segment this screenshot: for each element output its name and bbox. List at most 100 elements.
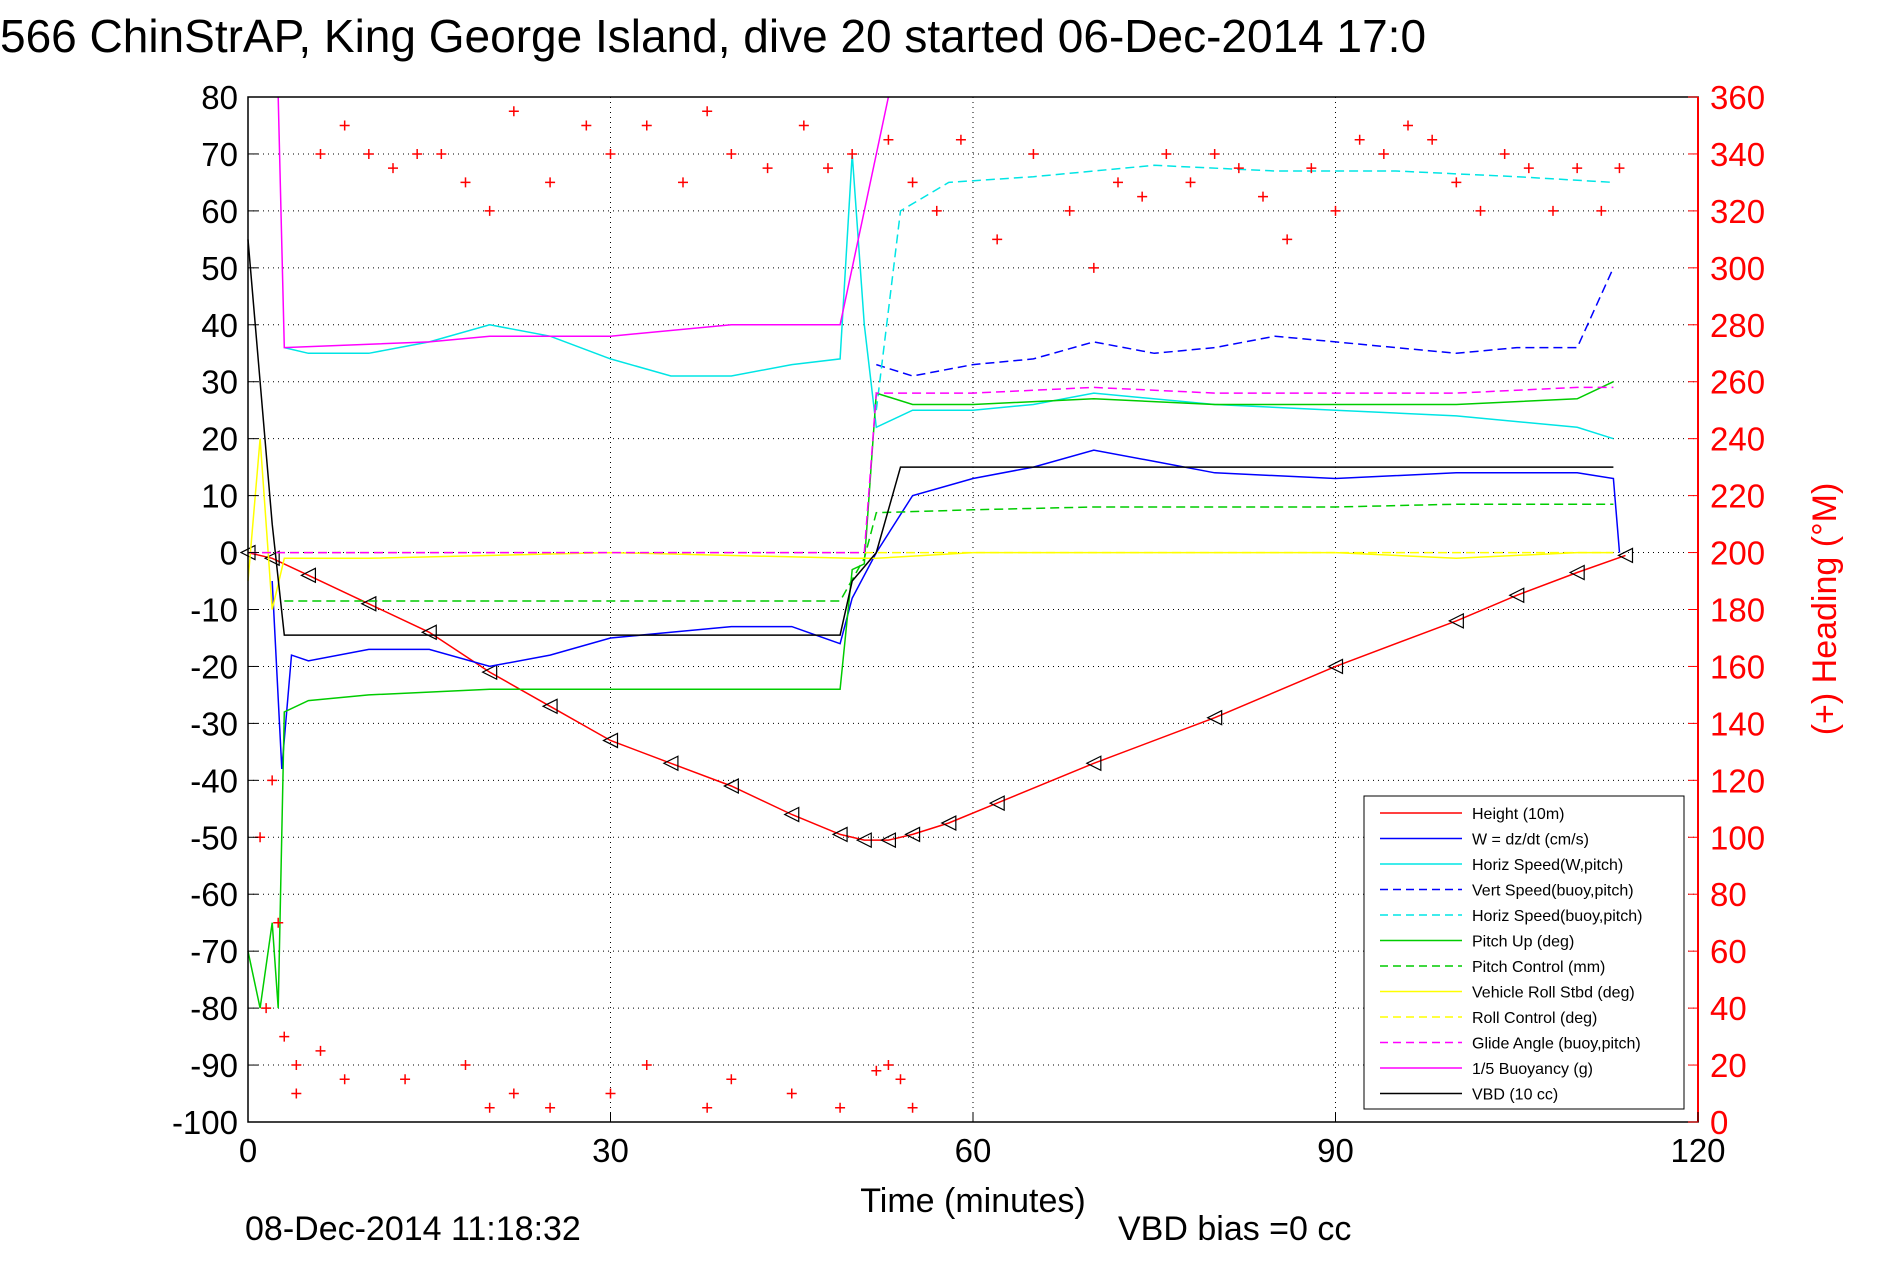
height-triangle-marker (541, 698, 558, 715)
y-tick-label: -40 (190, 762, 238, 799)
series-line-5 (247, 381, 1614, 1009)
y-axis-ticks: 80 70 60 50 40 30 20 10 0 -10 -20 -30 -40 -50 -60 -70 -8… (172, 79, 258, 1141)
heading-plus-marker (363, 148, 374, 159)
y-tick-label: -90 (190, 1047, 238, 1084)
legend-label: Vert Speed(buoy,pitch) (1472, 883, 1634, 900)
heading-plus-marker (388, 163, 398, 174)
y-tick-label: -20 (190, 648, 238, 685)
legend-label: Pitch Up (deg) (1472, 934, 1574, 951)
heading-plus-marker (581, 120, 592, 131)
series-line-11 (247, 239, 1614, 636)
heading-plus-marker (291, 1088, 302, 1099)
heading-plus-marker (1028, 148, 1039, 159)
heading-plus-marker (508, 1088, 519, 1099)
heading-plus-marker (823, 163, 833, 174)
heading-plus-marker (1233, 163, 1244, 174)
heading-plus-marker (1499, 148, 1510, 159)
height-triangle-marker (1617, 547, 1634, 564)
y-tick-label: 40 (201, 307, 238, 344)
heading-plus-marker (400, 1074, 411, 1085)
heading-plus-marker (261, 1003, 272, 1014)
legend-box (1363, 795, 1685, 1110)
y2-tick-label: 240 (1710, 421, 1765, 458)
heading-plus-marker (1258, 191, 1268, 202)
chart-title: 566 ChinStrAP, King George Island, dive … (0, 10, 1426, 62)
legend-label: W = dz/dt (cm/s) (1472, 832, 1589, 849)
series-line-9 (248, 386, 1614, 554)
heading-plus-marker (762, 163, 773, 174)
heading-plus-marker (641, 120, 652, 131)
x-tick-label: 90 (1317, 1132, 1354, 1169)
heading-plus-marker (412, 148, 423, 159)
y2-tick-label: 80 (1710, 876, 1747, 913)
heading-plus-marker (339, 120, 350, 131)
heading-plus-marker (508, 106, 519, 117)
heading-plus-marker (1523, 163, 1534, 174)
heading-plus-marker (786, 1088, 797, 1099)
heading-plus-marker (545, 177, 556, 188)
height-triangle-marker (783, 806, 800, 823)
height-triangle-marker (1568, 564, 1585, 581)
y-tick-label: 80 (201, 79, 238, 116)
y-tick-label: 30 (201, 364, 238, 401)
legend-label: Roll Control (deg) (1472, 1010, 1597, 1027)
legend-label: Glide Angle (buoy,pitch) (1472, 1036, 1641, 1053)
y2-tick-label: 360 (1710, 79, 1765, 116)
heading-plus-marker (1475, 205, 1486, 216)
heading-plus-marker (1064, 205, 1075, 216)
y2-tick-label: 100 (1710, 819, 1765, 856)
heading-plus-marker (1427, 134, 1438, 145)
height-triangle-marker (263, 550, 280, 567)
heading-plus-marker (798, 120, 809, 131)
heading-plus-marker (1113, 177, 1123, 188)
heading-plus-marker (907, 1102, 918, 1113)
x-axis-label: Time (minutes) (860, 1182, 1085, 1220)
heading-plus-marker (1161, 148, 1172, 159)
height-triangle-marker (904, 826, 921, 843)
y-tick-label: -80 (190, 990, 238, 1027)
series-line-0 (247, 551, 1626, 841)
y2-tick-label: 320 (1710, 193, 1765, 230)
heading-plus-marker (1614, 163, 1625, 174)
heading-plus-marker (460, 177, 471, 188)
heading-plus-marker (339, 1074, 350, 1085)
heading-plus-marker (484, 1102, 495, 1113)
y2-tick-label: 120 (1710, 762, 1765, 799)
heading-plus-marker (1137, 191, 1148, 202)
y2-axis-label: (+) Heading (°M) (1806, 483, 1844, 736)
y2-tick-label: 260 (1710, 364, 1765, 401)
y2-tick-label: 300 (1710, 250, 1765, 287)
height-triangle-marker (1327, 658, 1344, 675)
height-triangle-marker (940, 815, 957, 832)
legend-label: Pitch Control (mm) (1472, 959, 1605, 976)
legend-label: Height (10m) (1472, 806, 1564, 823)
heading-plus-marker (436, 148, 447, 159)
y-tick-label: 60 (201, 193, 238, 230)
legend-label: Horiz Speed(W,pitch) (1472, 857, 1623, 874)
x-tick-label: 120 (1670, 1132, 1725, 1169)
y-tick-label: -50 (190, 819, 238, 856)
height-triangle-marker (1206, 709, 1223, 726)
x-tick-label: 30 (592, 1132, 629, 1169)
heading-plus-marker (955, 134, 966, 145)
heading-plus-marker (1209, 148, 1220, 159)
heading-plus-marker (883, 134, 894, 145)
heading-plus-marker (545, 1102, 556, 1113)
heading-plus-marker (484, 205, 495, 216)
x-axis-ticks: 0 30 60 90 120 (239, 1112, 1726, 1169)
y-tick-label: 0 (220, 535, 238, 572)
heading-plus-marker (273, 917, 284, 928)
heading-plus-marker (460, 1060, 471, 1071)
heading-plus-marker (702, 1102, 713, 1113)
y-tick-label: -30 (190, 705, 238, 742)
series-line-7 (247, 438, 1614, 610)
heading-plus-marker (907, 177, 918, 188)
heading-plus-marker (835, 1102, 846, 1113)
height-triangle-marker (1447, 612, 1464, 629)
height-triangle-marker (1085, 755, 1102, 772)
legend-label: 1/5 Buoyancy (g) (1472, 1061, 1593, 1078)
heading-plus-marker (883, 1060, 894, 1071)
y2-tick-label: 0 (1710, 1104, 1728, 1141)
heading-plus-marker (641, 1060, 652, 1071)
heading-plus-marker (678, 177, 688, 188)
